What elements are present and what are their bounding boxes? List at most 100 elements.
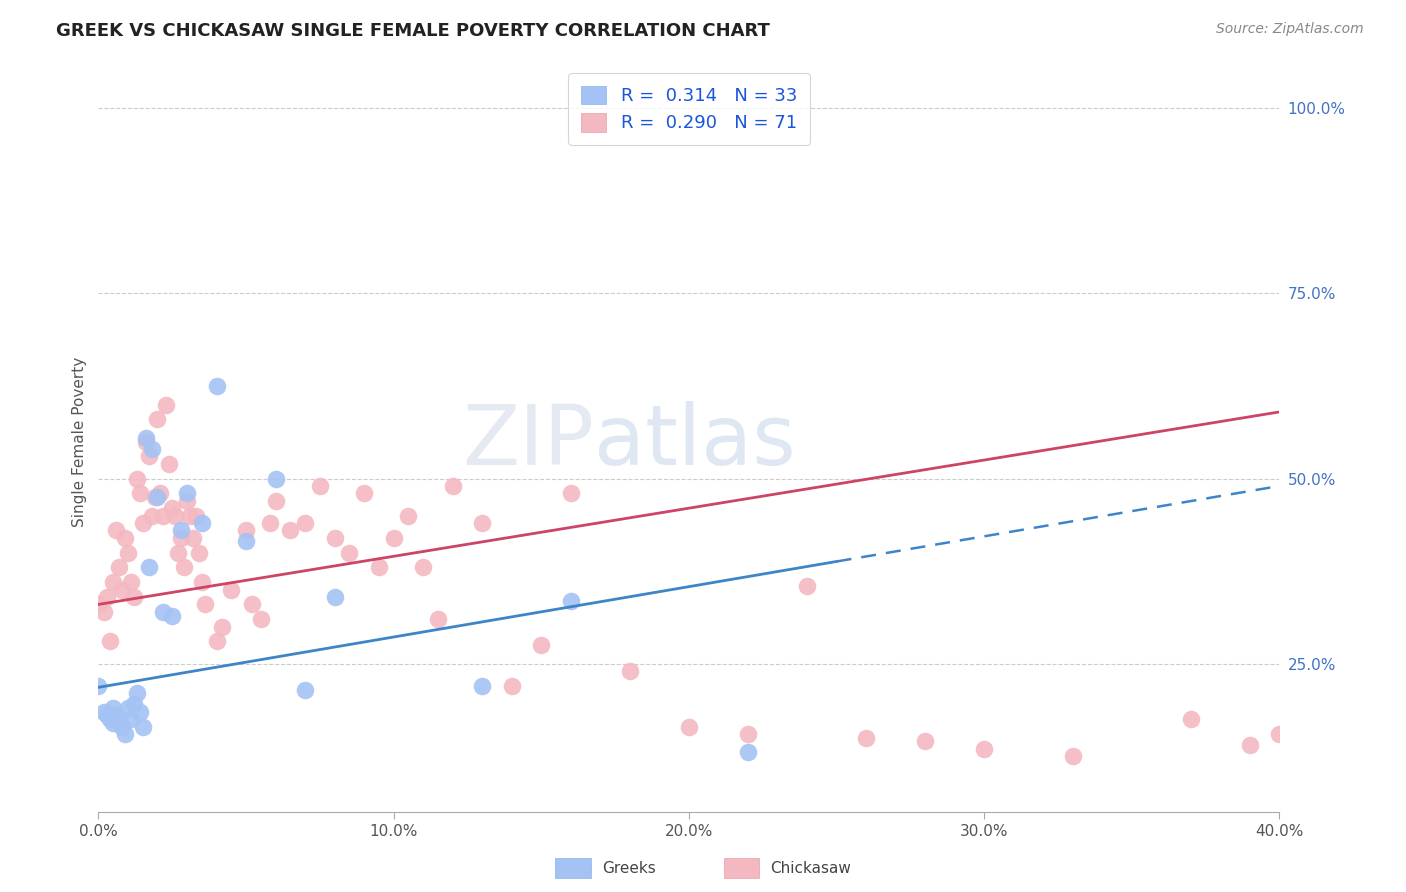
Y-axis label: Single Female Poverty: Single Female Poverty (72, 357, 87, 526)
Point (125, 471, 148, 485)
Point (103, 701, 125, 715)
Point (125, 686, 148, 700)
Point (138, 450, 160, 464)
Point (87, 598, 110, 612)
Point (179, 508, 201, 523)
Point (264, 493, 287, 508)
Point (219, 582, 242, 597)
Point (205, 634, 228, 648)
Point (353, 486, 375, 500)
Point (181, 531, 204, 545)
Point (368, 560, 391, 574)
Text: GREEK VS CHICKASAW SINGLE FEMALE POVERTY CORRELATION CHART: GREEK VS CHICKASAW SINGLE FEMALE POVERTY… (56, 22, 770, 40)
Point (240, 598, 263, 612)
Point (250, 612, 273, 626)
Point (149, 486, 172, 500)
Point (323, 590, 346, 604)
Point (796, 579, 818, 593)
Point (170, 531, 193, 545)
Point (98, 712, 121, 726)
Point (146, 412, 169, 426)
Point (141, 442, 163, 456)
Point (323, 531, 346, 545)
Point (737, 746, 759, 760)
Point (560, 593, 582, 607)
Point (973, 741, 995, 756)
Point (441, 479, 464, 493)
Point (191, 516, 214, 530)
Point (114, 531, 136, 545)
Point (93, 705, 115, 719)
Point (152, 508, 174, 523)
Point (737, 727, 759, 741)
Point (235, 524, 257, 538)
Point (167, 545, 190, 560)
Point (1062, 749, 1084, 764)
Point (205, 379, 228, 393)
Point (122, 698, 145, 712)
Point (855, 731, 877, 745)
Text: Greeks: Greeks (602, 862, 655, 876)
Point (530, 638, 553, 652)
Point (108, 560, 131, 574)
Point (117, 545, 139, 560)
Point (396, 508, 419, 523)
Point (105, 524, 128, 538)
Point (619, 664, 641, 678)
Point (120, 712, 142, 726)
Point (1239, 738, 1261, 752)
Point (96, 590, 118, 604)
Point (914, 734, 936, 748)
Point (87, 679, 110, 693)
Point (103, 575, 125, 590)
Point (191, 575, 214, 590)
Point (135, 431, 157, 445)
Point (96, 708, 118, 723)
Point (382, 531, 405, 545)
Point (98, 634, 121, 648)
Point (173, 560, 195, 574)
Text: atlas: atlas (595, 401, 796, 482)
Text: ZIP: ZIP (463, 401, 595, 482)
Point (184, 508, 207, 523)
Point (128, 705, 150, 719)
Point (138, 560, 160, 574)
Point (155, 398, 177, 412)
Point (93, 605, 115, 619)
Point (132, 720, 155, 734)
Point (471, 679, 494, 693)
Point (128, 486, 150, 500)
Point (117, 701, 139, 715)
Text: Chickasaw: Chickasaw (770, 862, 852, 876)
Point (111, 582, 134, 597)
Point (103, 715, 125, 730)
Point (157, 457, 180, 471)
Point (1180, 712, 1202, 726)
Point (146, 490, 169, 504)
Point (141, 508, 163, 523)
Point (187, 545, 209, 560)
Point (111, 720, 134, 734)
Point (501, 679, 523, 693)
Point (152, 605, 174, 619)
Point (259, 516, 281, 530)
Point (176, 493, 198, 508)
Text: Source: ZipAtlas.com: Source: ZipAtlas.com (1216, 22, 1364, 37)
Point (211, 619, 233, 633)
Point (294, 516, 316, 530)
Point (264, 471, 287, 485)
Point (105, 708, 128, 723)
Point (162, 501, 183, 516)
Point (309, 479, 332, 493)
Point (1268, 727, 1291, 741)
Legend: R =  0.314   N = 33, R =  0.290   N = 71: R = 0.314 N = 33, R = 0.290 N = 71 (568, 73, 810, 145)
Point (143, 490, 166, 504)
Point (114, 727, 136, 741)
Point (194, 598, 217, 612)
Point (132, 516, 155, 530)
Point (339, 545, 360, 560)
Point (108, 712, 131, 726)
Point (427, 612, 450, 626)
Point (176, 486, 198, 500)
Point (135, 434, 157, 449)
